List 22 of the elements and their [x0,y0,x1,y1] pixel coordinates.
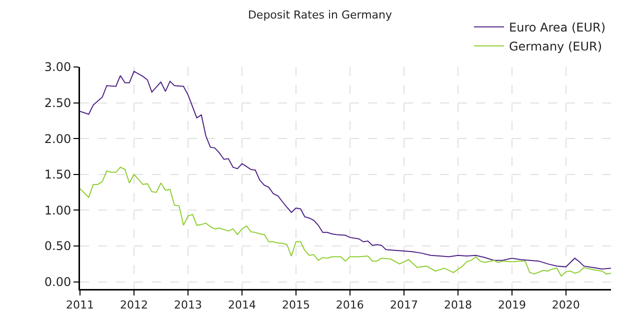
x-tick-label: 2015 [282,298,310,312]
legend-label: Euro Area (EUR) [509,20,606,35]
y-tick-label: 1.50 [44,168,72,182]
x-tick-label: 2013 [174,298,202,312]
legend-label: Germany (EUR) [509,40,602,54]
line-series [80,166,611,277]
y-tick-label: 0.00 [44,275,72,290]
chart-title: Deposit Rates in Germany [248,8,393,22]
line-series [80,70,611,270]
x-tick-label: 2017 [390,298,418,312]
y-tick-label: 2.50 [44,96,72,110]
x-tick-label: 2014 [228,298,256,312]
x-tick-label: 2012 [120,298,148,312]
x-tick-label: 2020 [552,298,580,312]
x-tick-label: 2019 [498,298,526,312]
x-tick-label: 2011 [66,298,94,312]
x-tick-label: 2018 [444,298,472,312]
y-tick-label: 2.00 [44,132,72,146]
y-tick-label: 0.50 [44,239,72,254]
x-tick-label: 2016 [336,298,364,312]
y-tick-label: 1.00 [44,203,72,218]
y-tick-label: 3.00 [44,60,72,74]
